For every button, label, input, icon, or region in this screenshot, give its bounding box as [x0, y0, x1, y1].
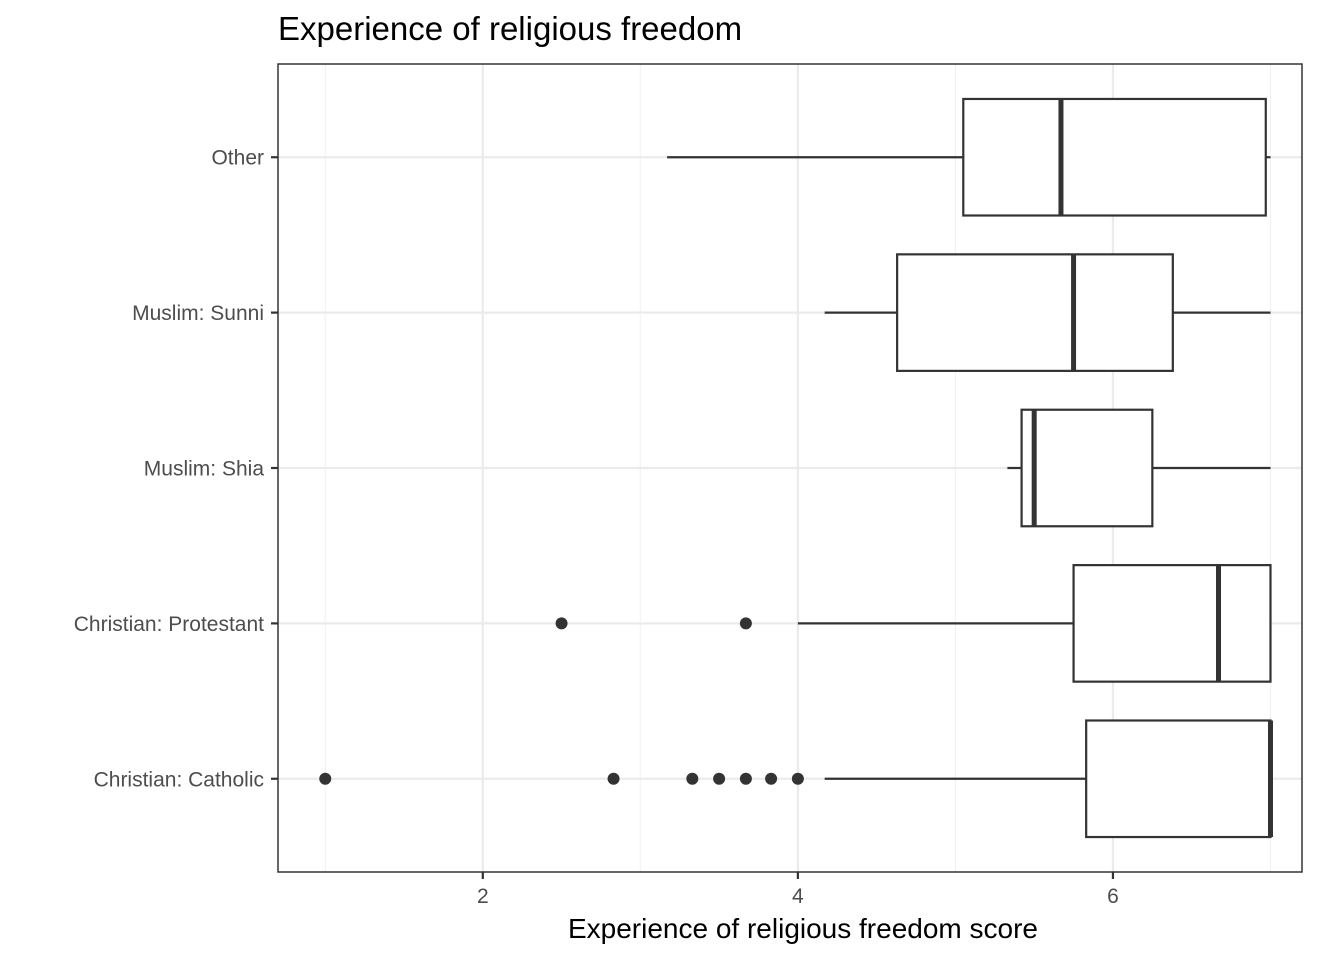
y-tick-label: Muslim: Shia	[144, 458, 265, 481]
iqr-box	[896, 253, 1174, 372]
y-tick-label: Muslim: Sunni	[132, 302, 264, 325]
x-tick-label: 2	[477, 885, 489, 908]
iqr-box	[1085, 719, 1272, 839]
outlier-point	[607, 772, 620, 785]
box-other	[667, 97, 1271, 217]
axis-layer: Other Muslim: Sunni Muslim: Shia Christian:…	[74, 147, 1119, 908]
y-tick-label: Christian: Protestant	[74, 613, 264, 636]
outlier-point	[555, 617, 568, 630]
box-muslim-sunni	[824, 253, 1271, 372]
y-tick-label: Other	[211, 147, 264, 170]
outlier-point	[686, 772, 699, 785]
iqr-box	[962, 97, 1267, 217]
box-layer	[319, 97, 1273, 839]
outlier-point	[319, 772, 332, 785]
box-christian-catholic	[319, 719, 1273, 839]
x-axis-label: Experience of religious freedom score	[568, 913, 1038, 944]
outlier-point	[791, 772, 804, 785]
outlier-point	[739, 617, 752, 630]
outlier-point	[713, 772, 726, 785]
outlier-point	[765, 772, 778, 785]
iqr-box	[1072, 564, 1272, 683]
box-muslim-shia	[1007, 408, 1271, 528]
x-tick-label: 6	[1107, 885, 1119, 908]
chart-title: Experience of religious freedom	[278, 10, 742, 47]
iqr-box	[1020, 408, 1154, 528]
y-tick-label: Christian: Catholic	[94, 768, 264, 791]
box-christian-protestant	[555, 564, 1272, 683]
outlier-point	[739, 772, 752, 785]
x-tick-label: 4	[792, 885, 804, 908]
